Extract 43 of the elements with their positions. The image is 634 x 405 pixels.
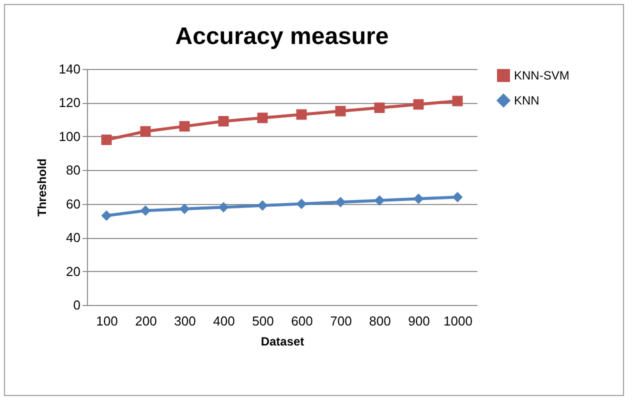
legend-label: KNN	[514, 94, 540, 108]
point	[140, 126, 151, 137]
x-tick-label: 200	[135, 314, 157, 328]
point	[335, 106, 346, 116]
point	[374, 195, 385, 206]
y-tick-label: 80	[66, 162, 80, 178]
x-tick-label: 600	[291, 314, 313, 328]
y-tick-label: 120	[58, 95, 80, 110]
y-axis-title: Threshold	[34, 158, 49, 217]
y-tick-label: 40	[66, 230, 80, 246]
y-tick-label: 20	[66, 264, 80, 279]
point	[179, 121, 190, 132]
x-axis-title: Dataset	[260, 334, 304, 348]
point	[296, 198, 307, 210]
x-tick-label: 500	[252, 314, 274, 328]
point	[413, 194, 424, 204]
x-tick-label: 400	[213, 314, 235, 328]
point	[296, 109, 307, 120]
point	[257, 112, 268, 124]
legend-label: KNN-SVM	[514, 68, 570, 82]
point	[140, 205, 151, 216]
point	[374, 102, 385, 114]
x-tick-label: 900	[408, 314, 430, 328]
point	[218, 202, 229, 212]
x-tick-label: 300	[174, 314, 196, 328]
point	[452, 96, 463, 106]
y-tick-label: 140	[58, 62, 80, 76]
y-tick-label: 60	[66, 196, 80, 212]
y-tick-label: 100	[58, 128, 80, 144]
point	[218, 116, 229, 126]
y-tick-label: 0	[73, 298, 80, 312]
point	[452, 192, 463, 202]
point	[413, 99, 424, 110]
point	[335, 196, 346, 208]
x-tick-label: 700	[330, 314, 352, 328]
chart-title: Accuracy measure	[175, 23, 389, 50]
x-tick-label: 800	[369, 314, 391, 328]
point	[101, 134, 112, 146]
point	[257, 200, 268, 211]
x-tick-label: 100	[96, 314, 118, 328]
x-tick-label: 1000	[444, 314, 472, 328]
point	[179, 204, 190, 214]
point	[101, 210, 112, 221]
